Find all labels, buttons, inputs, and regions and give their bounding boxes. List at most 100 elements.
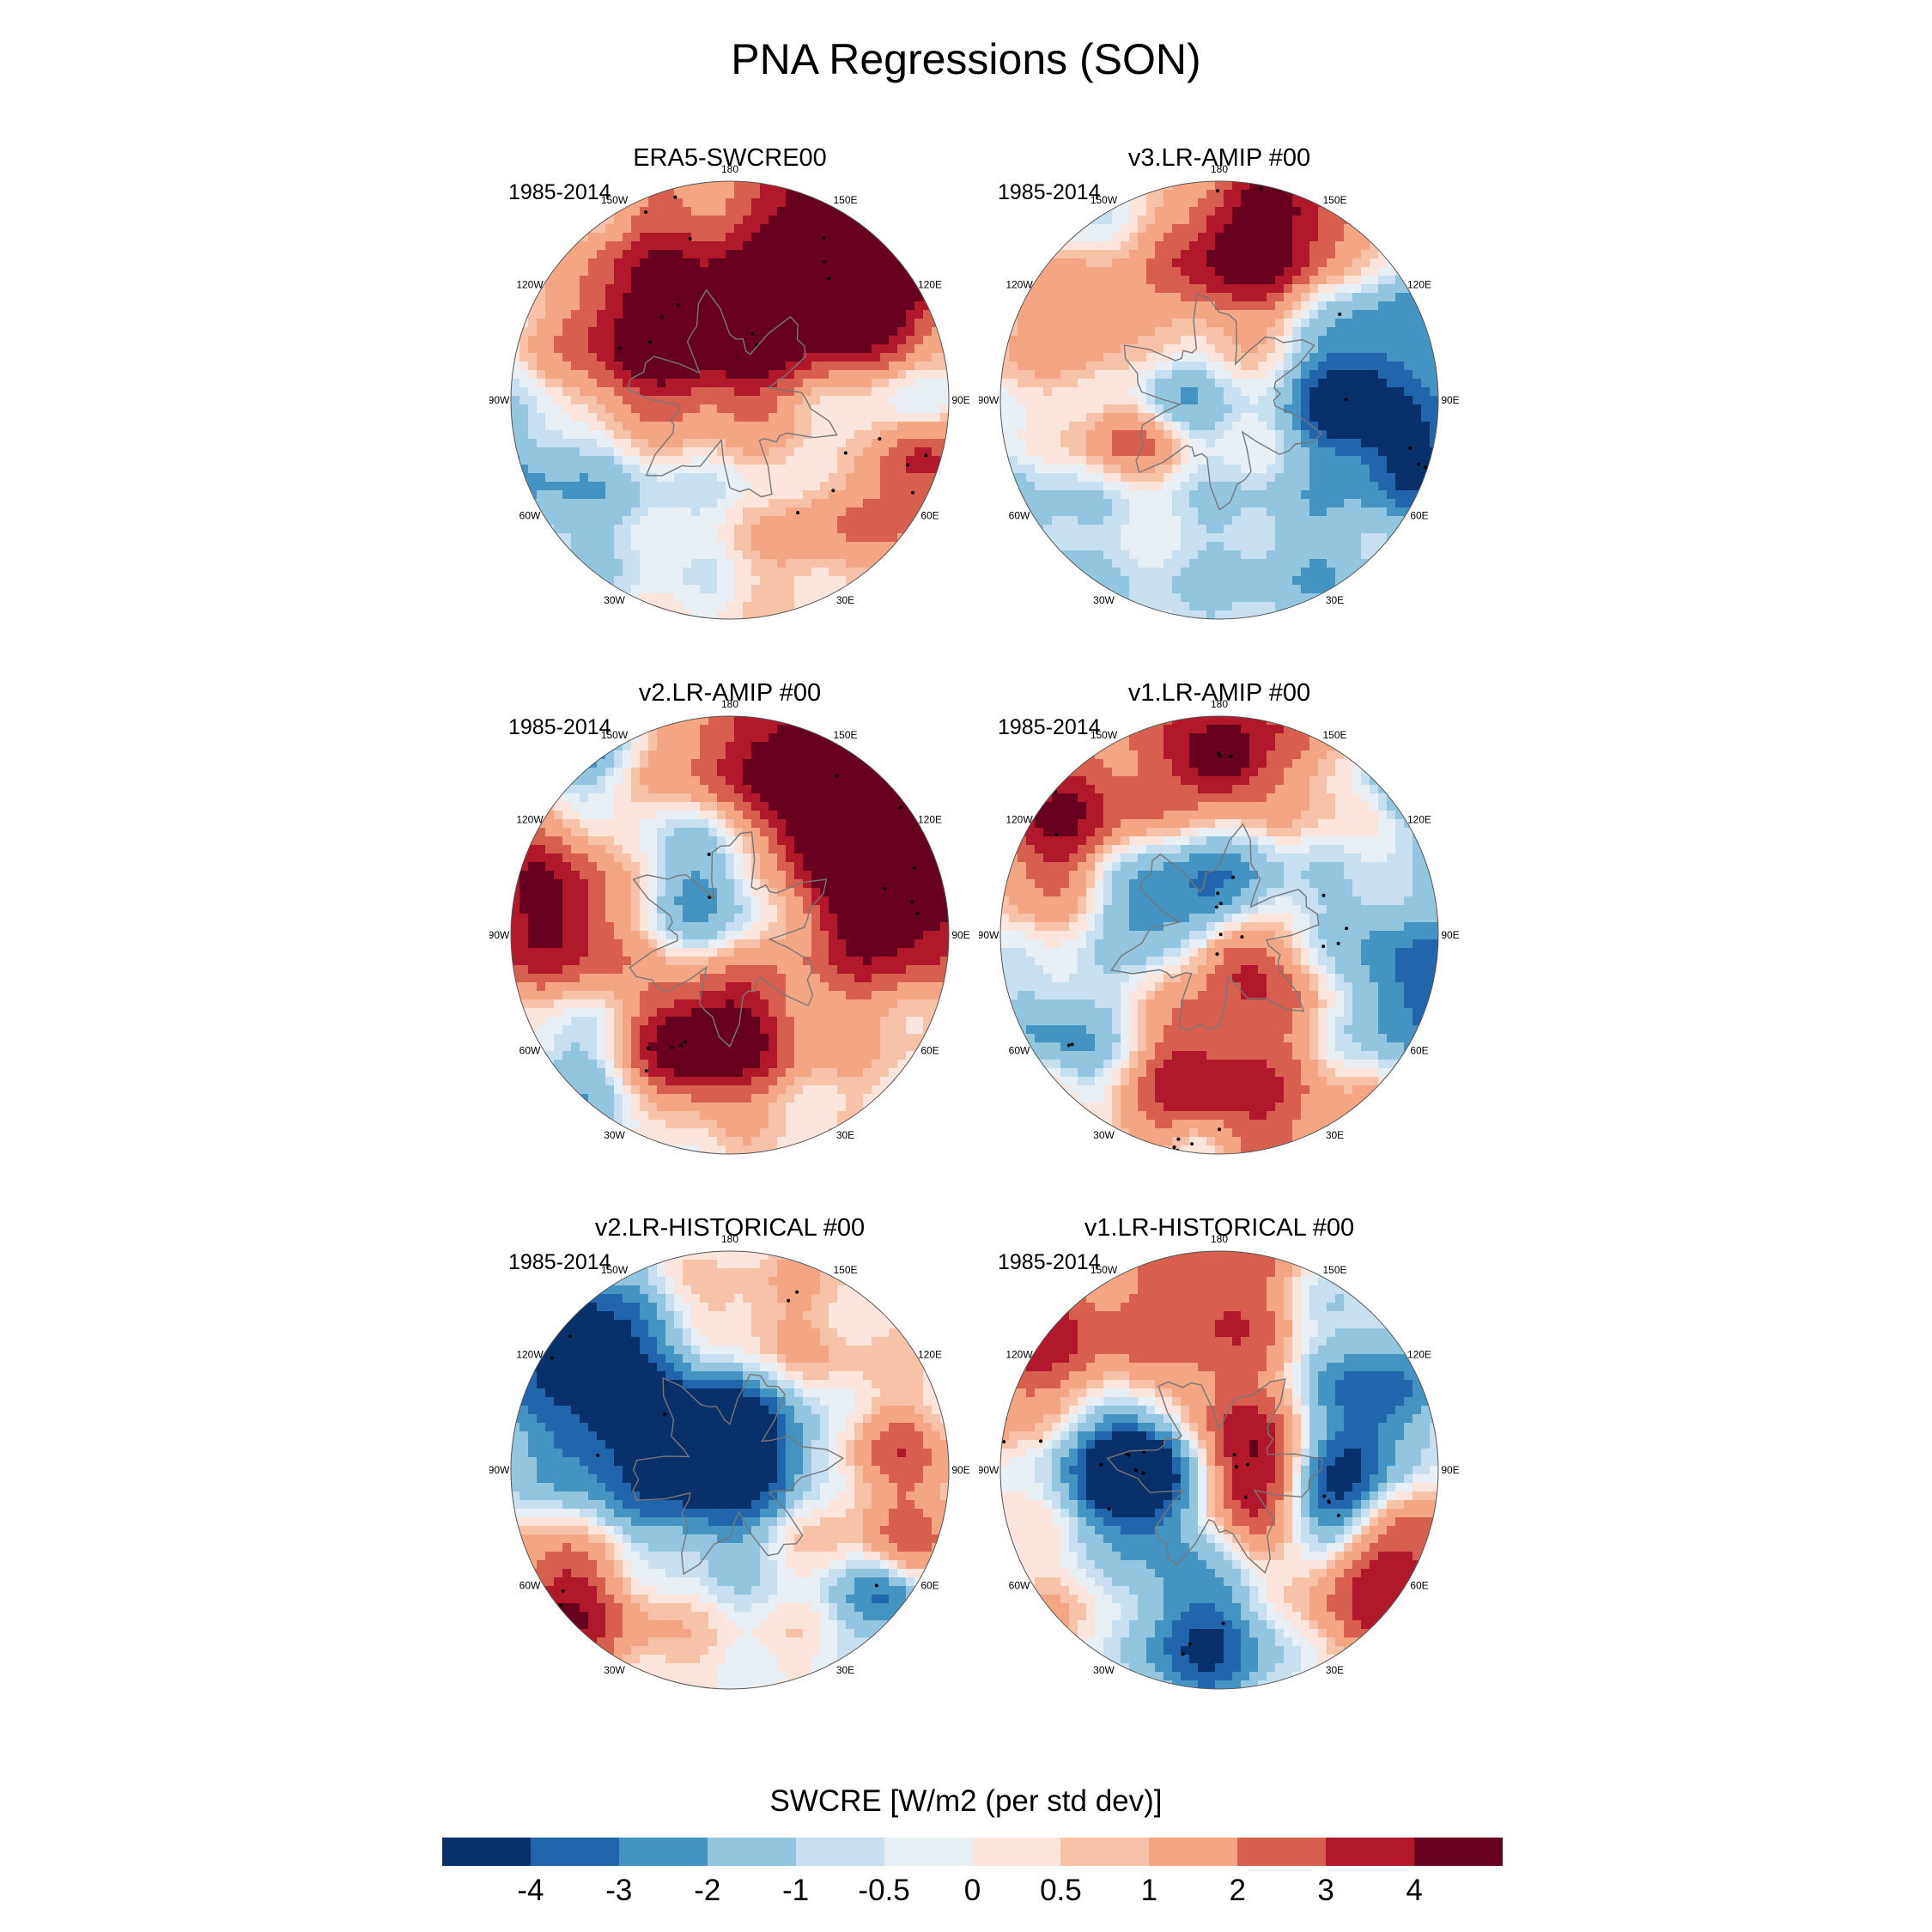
colorbar-tick-label: 0 (963, 1874, 981, 1907)
longitude-label: 60W (519, 510, 541, 522)
panel-period: 1985-2014 (998, 180, 1101, 204)
colorbar-swatch (618, 1838, 708, 1866)
longitude-label: 120E (918, 1349, 942, 1361)
colorbar-swatch (1414, 1838, 1504, 1866)
colorbar-tick-label: -4 (517, 1874, 544, 1907)
longitude-label: 30W (1093, 594, 1115, 606)
colorbar-swatch (795, 1838, 884, 1866)
longitude-label: 60E (1410, 510, 1428, 522)
field-layer (511, 1251, 949, 1689)
longitude-label: 30W (604, 1129, 625, 1141)
longitude-label: 120E (1407, 1349, 1431, 1361)
significance-stipple (618, 195, 928, 515)
longitude-label: 120W (1005, 279, 1033, 291)
panel-title: v1.LR-AMIP #00 (1127, 679, 1311, 707)
map-border (999, 1250, 1439, 1690)
longitude-label: 90E (951, 1464, 969, 1476)
colorbar-swatch (707, 1838, 796, 1866)
longitude-label: 60E (920, 1580, 939, 1592)
longitude-label: 90E (1441, 1464, 1459, 1476)
colorbar-tick-label: -2 (694, 1874, 721, 1907)
colorbar-swatch (1149, 1838, 1238, 1866)
longitude-label: 90W (489, 929, 510, 941)
colorbar-tick-label: 4 (1406, 1874, 1423, 1907)
field-layer (1000, 181, 1438, 619)
longitude-label: 120W (516, 1349, 544, 1361)
field-layer (511, 716, 949, 1154)
longitude-label: 120E (1407, 279, 1431, 291)
colorbar (442, 1838, 1504, 1866)
colorbar-tick-label: -1 (782, 1874, 810, 1907)
longitude-label: 30E (836, 1664, 854, 1676)
colorbar-ticks: -4 -3 -2 -1 -0.5 0 0.5 1 2 3 4 (0, 1874, 1932, 1917)
longitude-label: 90W (489, 1464, 510, 1476)
longitude-label: 60W (1009, 510, 1030, 522)
field-layer (1000, 1251, 1438, 1689)
longitude-label: 60E (920, 1045, 939, 1057)
colorbar-swatch (1237, 1838, 1327, 1866)
longitude-label: 180 (721, 698, 738, 710)
longitude-label: 30E (1326, 1129, 1344, 1141)
colorbar-swatch (1326, 1838, 1415, 1866)
panel-title: v2.LR-AMIP #00 (638, 679, 822, 707)
longitude-label: 180 (721, 1233, 738, 1245)
longitude-label: 150W (601, 194, 629, 206)
longitude-label: 150E (833, 1264, 857, 1276)
longitude-label: 90W (979, 929, 999, 941)
longitude-label: 180 (721, 163, 738, 175)
polar-map: 180150E120E90E60E30E030W60W90W120W150W (979, 698, 1460, 1155)
longitude-label: 120E (1407, 814, 1431, 826)
coastline (1123, 294, 1323, 511)
polar-map: 180150E120E90E60E30E030W60W90W120W150W (489, 698, 970, 1155)
longitude-label: 30W (1093, 1129, 1115, 1141)
longitude-label: 120W (516, 814, 544, 826)
field-layer (511, 181, 949, 619)
longitude-label: 120W (1005, 814, 1033, 826)
map-panel-v1-amip: 180150E120E90E60E30E030W60W90W120W150W v… (979, 679, 1460, 1160)
longitude-label: 150E (1322, 194, 1346, 206)
longitude-label: 150W (1091, 194, 1118, 206)
map-border (999, 180, 1439, 620)
panel-title: v2.LR-HISTORICAL #00 (594, 1214, 866, 1242)
colorbar-swatch (1060, 1838, 1150, 1866)
map-border (510, 180, 950, 620)
longitude-label: 180 (1211, 1233, 1228, 1245)
longitude-label: 60E (1410, 1045, 1428, 1057)
map-border (510, 1250, 950, 1690)
longitude-label: 90W (979, 394, 999, 406)
longitude-label: 180 (1211, 163, 1228, 175)
map-border (510, 715, 950, 1155)
longitude-label: 30W (604, 594, 625, 606)
longitude-label: 60W (1009, 1045, 1030, 1057)
colorbar-tick-label: 0.5 (1040, 1874, 1082, 1907)
polar-map: 180150E120E90E60E30E030W60W90W120W150W (489, 163, 970, 620)
colorbar-swatch (442, 1838, 531, 1866)
longitude-label: 30E (836, 1129, 854, 1141)
polar-map: 180150E120E90E60E30E030W60W90W120W150W (979, 1233, 1460, 1690)
panel-period: 1985-2014 (998, 1250, 1101, 1274)
map-border (999, 715, 1439, 1155)
longitude-label: 150W (1091, 1264, 1118, 1276)
longitude-label: 60W (519, 1045, 541, 1057)
colorbar-swatch (530, 1838, 619, 1866)
longitude-label: 30E (1326, 594, 1344, 606)
longitude-label: 150E (1322, 1264, 1346, 1276)
longitude-label: 90E (951, 929, 969, 941)
coastline (1106, 1378, 1323, 1574)
map-panel-era5: 180150E120E90E60E30E030W60W90W120W150W E… (489, 144, 970, 625)
coastline (1110, 823, 1320, 1031)
colorbar-swatch (884, 1838, 973, 1866)
longitude-label: 60W (1009, 1580, 1030, 1592)
longitude-label: 30E (836, 594, 854, 606)
panel-period: 1985-2014 (508, 1250, 611, 1274)
longitude-label: 90E (1441, 394, 1459, 406)
longitude-label: 150W (1091, 729, 1118, 741)
longitude-label: 60E (1410, 1580, 1428, 1592)
longitude-label: 90E (1441, 929, 1459, 941)
longitude-label: 150E (1322, 729, 1346, 741)
longitude-label: 90W (489, 394, 510, 406)
longitude-label: 30W (1093, 1664, 1115, 1676)
panel-period: 1985-2014 (998, 715, 1101, 739)
longitude-label: 180 (1211, 698, 1228, 710)
panel-period: 1985-2014 (508, 180, 611, 204)
